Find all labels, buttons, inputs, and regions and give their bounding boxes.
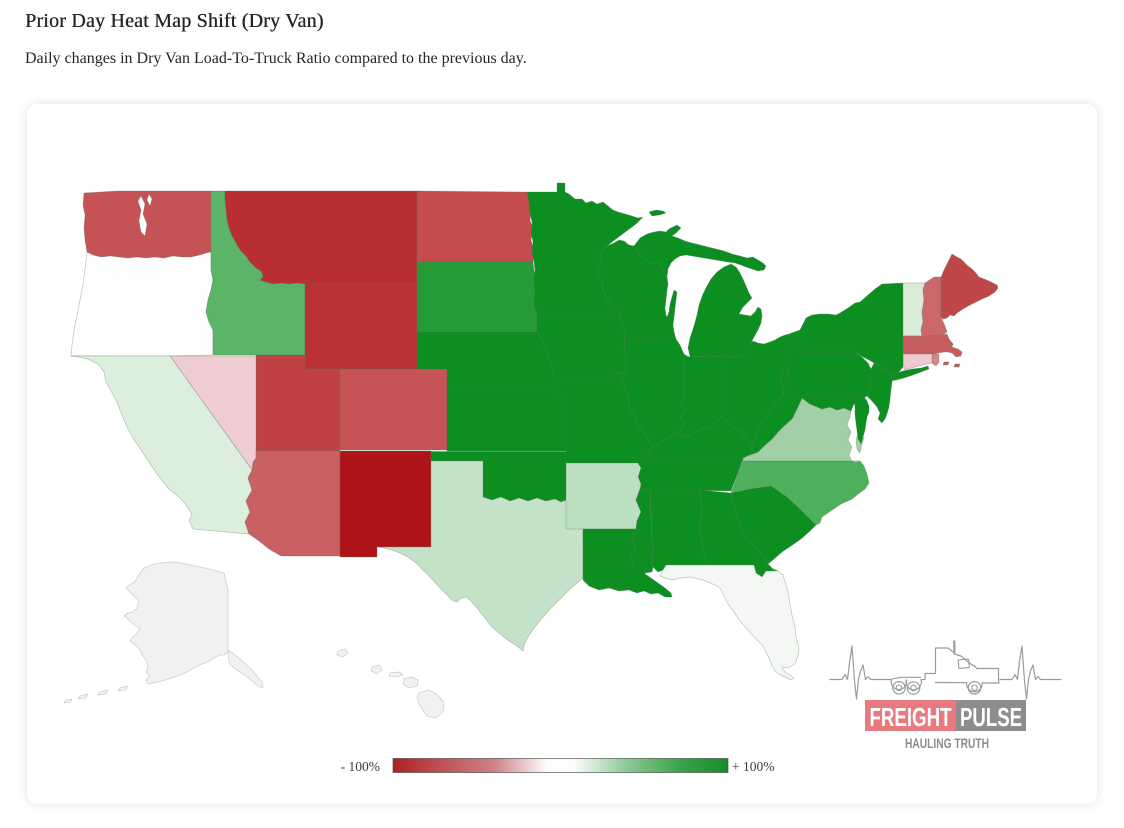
svg-text:- 100%: - 100% bbox=[341, 759, 380, 774]
svg-text:PULSE: PULSE bbox=[960, 702, 1022, 732]
svg-text:+ 100%: + 100% bbox=[732, 759, 774, 774]
svg-text:FREIGHT: FREIGHT bbox=[870, 702, 952, 732]
svg-text:HAULING TRUTH: HAULING TRUTH bbox=[905, 735, 989, 751]
